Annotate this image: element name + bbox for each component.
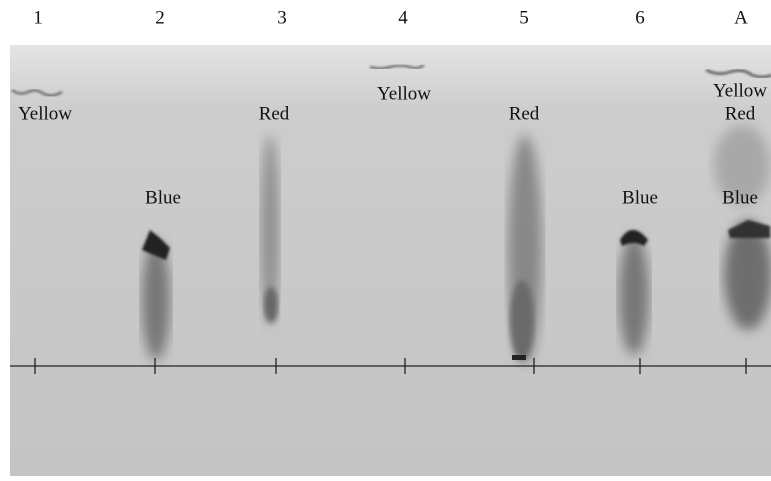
lane-label: 3 (277, 7, 287, 28)
spot-label: Red (725, 103, 756, 124)
lane-label: A (734, 7, 748, 28)
spot (510, 280, 534, 360)
spot-label: Red (509, 103, 540, 124)
spot (142, 230, 170, 260)
spot-smear (261, 135, 279, 325)
spot (728, 220, 770, 238)
spot-label: Red (259, 103, 290, 124)
spot-label: Blue (622, 187, 658, 208)
spot-smear (619, 235, 649, 355)
lane-label: 1 (33, 7, 43, 28)
spot-label: Yellow (377, 83, 431, 104)
residue (11, 89, 63, 97)
spot (512, 355, 526, 360)
spot-label: Blue (145, 187, 181, 208)
spot (620, 230, 648, 246)
residue (369, 64, 425, 70)
residue (705, 68, 771, 79)
spot (264, 287, 278, 323)
spot-smear (724, 220, 771, 330)
tlc-plate (10, 45, 771, 476)
lane-label: 4 (398, 7, 408, 28)
spot-smear (142, 240, 170, 360)
lane-ticks (34, 358, 747, 374)
lane-label: 2 (155, 7, 165, 28)
lane-label: 5 (519, 7, 529, 28)
spot-label: Yellow (713, 80, 767, 101)
spot-label: Yellow (18, 103, 72, 124)
lane-label: 6 (635, 7, 645, 28)
spot-smear (714, 125, 770, 205)
spot-label: Blue (722, 187, 758, 208)
